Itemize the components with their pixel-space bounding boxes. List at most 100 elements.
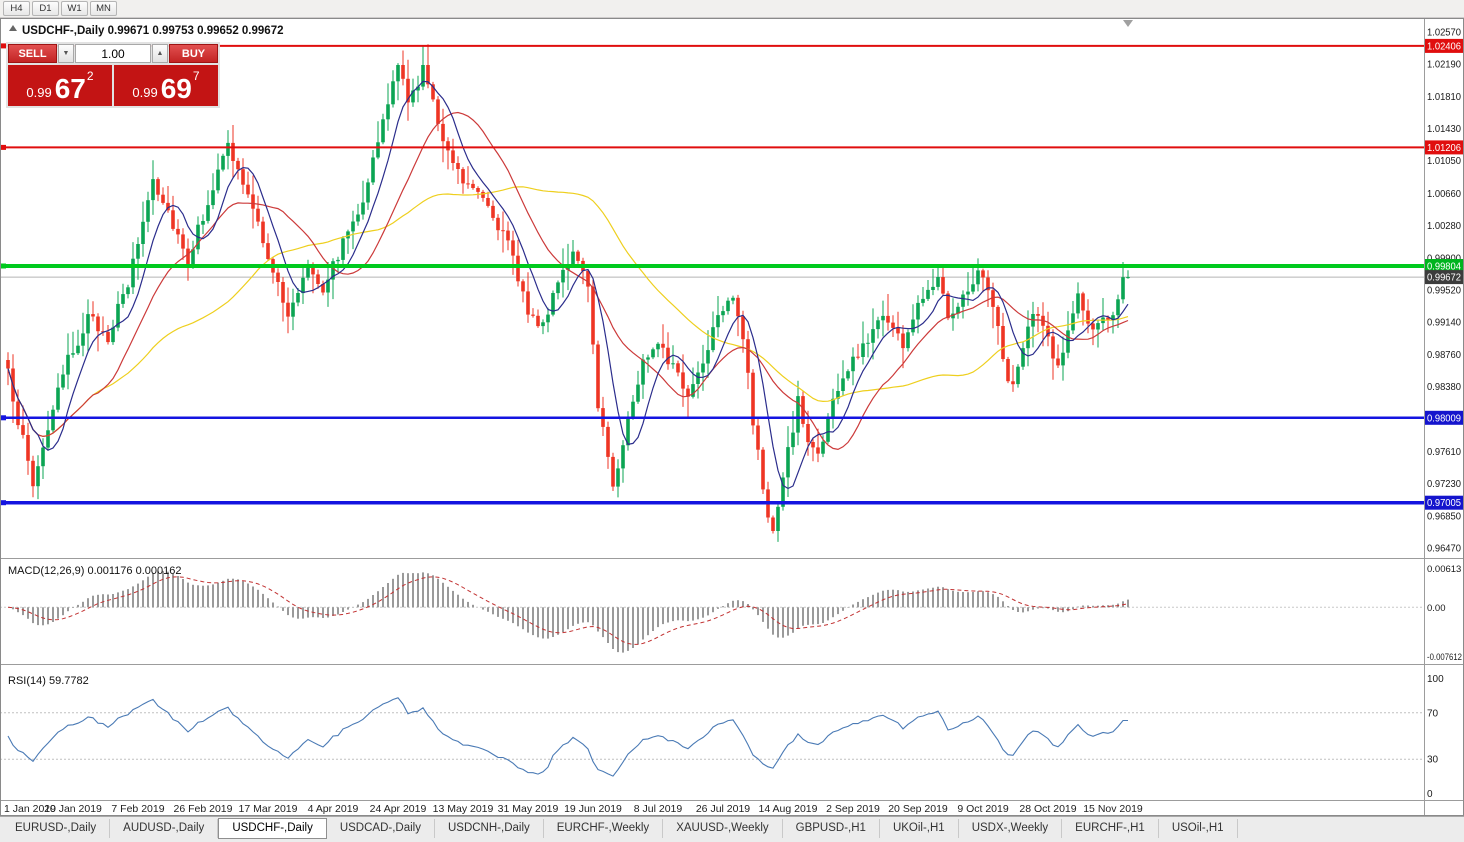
- chart-shift-marker-icon[interactable]: [1123, 20, 1133, 27]
- price-badge: [1425, 259, 1463, 273]
- svg-text:9 Oct 2019: 9 Oct 2019: [957, 803, 1009, 815]
- sell-price-prefix: 0.99: [26, 85, 52, 100]
- candles-layer: [6, 44, 1130, 542]
- sell-price-point: 2: [86, 69, 94, 83]
- svg-text:13 May 2019: 13 May 2019: [433, 803, 494, 815]
- timeframe-button-w1[interactable]: W1: [61, 1, 88, 16]
- svg-text:-0.007612: -0.007612: [1427, 652, 1462, 663]
- price-badge: [1425, 140, 1463, 155]
- svg-text:0.99520: 0.99520: [1427, 286, 1461, 297]
- svg-text:0.96850: 0.96850: [1427, 511, 1461, 522]
- chart-tab-eurchf-weekly[interactable]: EURCHF-,Weekly: [544, 819, 664, 838]
- chart-title: USDCHF-,Daily 0.99671 0.99753 0.99652 0.…: [22, 25, 284, 37]
- svg-text:4 Apr 2019: 4 Apr 2019: [308, 803, 359, 815]
- svg-text:1.02570: 1.02570: [1427, 28, 1461, 39]
- svg-text:0.96470: 0.96470: [1427, 544, 1461, 555]
- svg-text:70: 70: [1427, 708, 1439, 719]
- timeframe-toolbar: H4 D1 W1 MN: [0, 0, 1464, 18]
- svg-text:8 Jul 2019: 8 Jul 2019: [634, 803, 683, 815]
- svg-text:20 Jan 2019: 20 Jan 2019: [44, 803, 102, 815]
- svg-text:1.01206: 1.01206: [1427, 143, 1461, 154]
- svg-text:31 May 2019: 31 May 2019: [498, 803, 559, 815]
- timeframe-button-mn[interactable]: MN: [90, 1, 117, 16]
- sell-price-pips: 67: [54, 73, 86, 105]
- svg-text:20 Sep 2019: 20 Sep 2019: [888, 803, 948, 815]
- price-badge: [1425, 495, 1463, 510]
- svg-text:0.00613: 0.00613: [1427, 564, 1461, 575]
- moving-average-18: [7, 111, 1129, 451]
- moving-average-45: [7, 186, 1129, 438]
- chart-tab-eurchf-h1[interactable]: EURCHF-,H1: [1062, 819, 1159, 838]
- buy-button[interactable]: BUY: [169, 44, 218, 63]
- hline-handle-icon[interactable]: [1, 500, 6, 506]
- svg-text:2 Sep 2019: 2 Sep 2019: [826, 803, 880, 815]
- svg-text:1.02190: 1.02190: [1427, 60, 1461, 71]
- hline-handle-icon[interactable]: [1, 43, 6, 49]
- buy-price-prefix: 0.99: [132, 85, 158, 100]
- svg-text:26 Jul 2019: 26 Jul 2019: [696, 803, 750, 815]
- chart-tab-audusd-daily[interactable]: AUDUSD-,Daily: [110, 819, 219, 838]
- svg-text:1 Jan 2019: 1 Jan 2019: [4, 803, 56, 815]
- svg-text:1.02406: 1.02406: [1427, 41, 1461, 52]
- svg-text:0.99672: 0.99672: [1427, 273, 1461, 284]
- rsi-label: RSI(14) 59.7782: [8, 675, 89, 687]
- chart-tab-xauusd-weekly[interactable]: XAUUSD-,Weekly: [663, 819, 783, 838]
- chevron-down-icon: ▼: [62, 50, 70, 57]
- svg-text:1.00280: 1.00280: [1427, 221, 1461, 232]
- chevron-up-icon: ▲: [156, 50, 164, 57]
- rsi-panel: RSI(14) 59.7782 100 70 30 0: [0, 674, 1444, 800]
- svg-text:0.99900: 0.99900: [1427, 253, 1461, 264]
- chart-tab-usdcnh-daily[interactable]: USDCNH-,Daily: [435, 819, 544, 838]
- hline-handle-icon[interactable]: [1, 263, 6, 269]
- chart-tab-eurusd-daily[interactable]: EURUSD-,Daily: [2, 819, 111, 838]
- svg-text:26 Feb 2019: 26 Feb 2019: [174, 803, 233, 815]
- chart-tab-usoil-h1[interactable]: USOil-,H1: [1159, 819, 1238, 838]
- svg-text:1.01050: 1.01050: [1427, 156, 1461, 167]
- price-badge: [1425, 270, 1463, 285]
- svg-text:0.97005: 0.97005: [1427, 498, 1461, 509]
- moving-average-7: [7, 80, 1129, 490]
- chart-tab-usdx-weekly[interactable]: USDX-,Weekly: [959, 819, 1063, 838]
- one-click-collapse-icon[interactable]: [9, 25, 17, 31]
- svg-text:17 Mar 2019: 17 Mar 2019: [239, 803, 298, 815]
- chart-tab-gbpusd-h1[interactable]: GBPUSD-,H1: [783, 819, 880, 838]
- price-axis[interactable]: 1.02570 1.02190 1.01810 1.01430 1.01050 1.006…: [1425, 28, 1463, 555]
- volume-input[interactable]: [75, 44, 151, 63]
- timeframe-button-d1[interactable]: D1: [32, 1, 59, 16]
- svg-text:0.99804: 0.99804: [1427, 262, 1461, 273]
- buy-price-display[interactable]: 0.99 69 7: [114, 65, 218, 106]
- chart-window: 1.02570 1.02190 1.01810 1.01430 1.01050 1.006…: [0, 18, 1464, 816]
- svg-text:1.01810: 1.01810: [1427, 92, 1461, 103]
- svg-text:0.97610: 0.97610: [1427, 447, 1461, 458]
- svg-text:28 Oct 2019: 28 Oct 2019: [1019, 803, 1076, 815]
- hline-handle-icon[interactable]: [1, 415, 6, 421]
- svg-text:0.98380: 0.98380: [1427, 382, 1461, 393]
- chart-tab-ukoil-h1[interactable]: UKOil-,H1: [880, 819, 959, 838]
- svg-text:15 Nov 2019: 15 Nov 2019: [1083, 803, 1143, 815]
- hline-handle-icon[interactable]: [1, 144, 6, 150]
- sell-price-display[interactable]: 0.99 67 2: [8, 65, 112, 106]
- volume-decrease-button[interactable]: ▼: [58, 44, 74, 63]
- svg-text:24 Apr 2019: 24 Apr 2019: [370, 803, 427, 815]
- macd-label: MACD(12,26,9) 0.001176 0.000162: [8, 565, 181, 577]
- chart-tab-usdcad-daily[interactable]: USDCAD-,Daily: [327, 819, 435, 838]
- svg-text:14 Aug 2019: 14 Aug 2019: [759, 803, 818, 815]
- candlestick-chart[interactable]: 1.02570 1.02190 1.01810 1.01430 1.01050 1.006…: [0, 18, 1464, 816]
- svg-text:19 Jun 2019: 19 Jun 2019: [564, 803, 622, 815]
- timeframe-button-h4[interactable]: H4: [3, 1, 30, 16]
- svg-text:1.01430: 1.01430: [1427, 124, 1461, 135]
- svg-text:100: 100: [1427, 674, 1444, 685]
- sell-button[interactable]: SELL: [8, 44, 57, 63]
- svg-text:0: 0: [1427, 789, 1433, 800]
- macd-signal-line: [7, 576, 1129, 645]
- price-badge: [1425, 38, 1463, 53]
- volume-increase-button[interactable]: ▲: [152, 44, 168, 63]
- price-badge: [1425, 410, 1463, 425]
- macd-panel: MACD(12,26,9) 0.001176 0.000162 0.00613 0.…: [0, 564, 1462, 663]
- chart-tabs-bar: EURUSD-,Daily AUDUSD-,Daily USDCHF-,Daily U…: [0, 816, 1464, 842]
- chart-tab-usdchf-daily[interactable]: USDCHF-,Daily: [218, 818, 327, 839]
- svg-text:0.00: 0.00: [1427, 603, 1446, 614]
